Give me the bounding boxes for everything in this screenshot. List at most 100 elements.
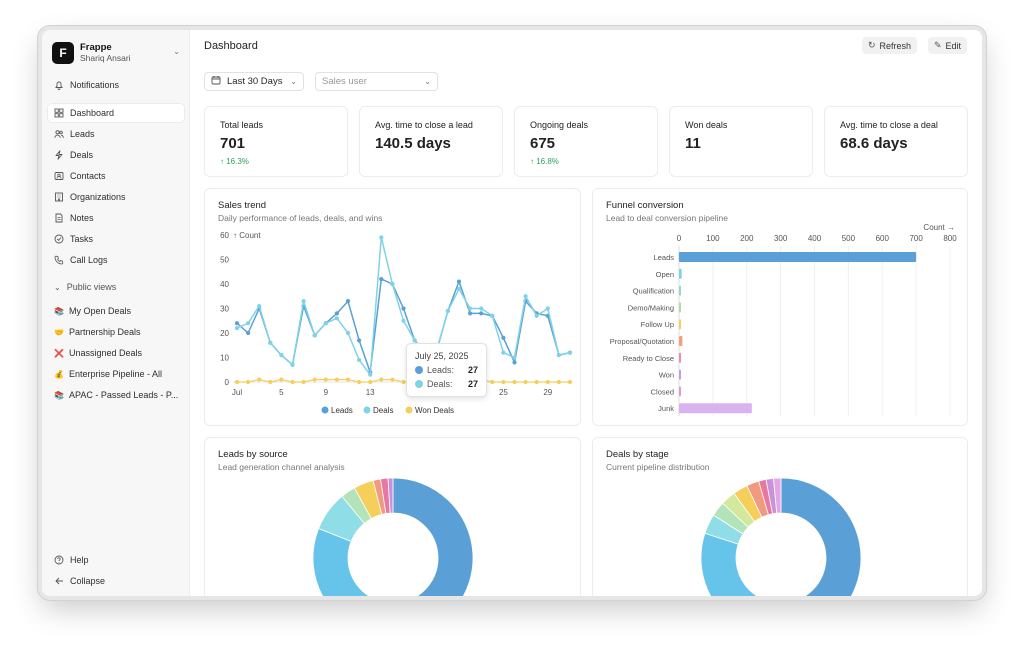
bar-closed [679, 386, 681, 397]
sidebar-item-organizations[interactable]: Organizations [48, 188, 184, 206]
data-point-won-deals [234, 379, 240, 385]
sidebar-view-my-open-deals[interactable]: 📚 My Open Deals [48, 302, 184, 320]
sidebar-item-deals[interactable]: Deals [48, 146, 184, 164]
sidebar-item-tasks[interactable]: Tasks [48, 230, 184, 248]
legend-label: Won Deals [415, 406, 454, 415]
grid-icon [54, 108, 64, 118]
tooltip-deals-value: 27 [467, 379, 478, 389]
books-icon: 📚 [54, 390, 64, 400]
data-point-leads [345, 299, 351, 304]
sidebar-item-call-logs[interactable]: Call Logs [48, 251, 184, 269]
date-range-select[interactable]: Last 30 Days ⌄ [204, 72, 304, 91]
funnel-chart[interactable]: 0 100 200 300 400 500 600 700 800 Count → Leads Ope… [593, 189, 969, 427]
deals-by-stage-card: Deals by stage Current pipeline distribu… [592, 437, 968, 596]
data-point-leads [468, 311, 473, 316]
bar-open [679, 268, 682, 279]
refresh-button[interactable]: ↻ Refresh [862, 37, 918, 54]
sidebar-item-collapse[interactable]: Collapse [48, 572, 184, 590]
bell-icon [54, 80, 64, 90]
category-label: Closed [651, 387, 674, 396]
x-tick-label: 100 [706, 234, 720, 243]
sidebar-view-unassigned-deals[interactable]: ❌ Unassigned Deals [48, 344, 184, 362]
data-point-deals [479, 306, 484, 311]
stat-card-avg-time-lead: Avg. time to close a lead 140.5 days [359, 106, 503, 177]
sidebar-item-label: Tasks [70, 234, 94, 244]
sidebar-item-label: Deals [70, 150, 94, 160]
data-point-won-deals [312, 377, 317, 382]
category-label: Junk [658, 404, 674, 413]
legend-swatch [405, 406, 413, 414]
sidebar-item-dashboard[interactable]: Dashboard [48, 104, 184, 122]
data-point-deals [501, 350, 506, 355]
cross-mark-icon: ❌ [54, 348, 64, 358]
sidebar-item-label: Help [70, 555, 89, 565]
stat-label: Avg. time to close a deal [840, 120, 938, 130]
leads-by-source-chart[interactable] [205, 438, 582, 596]
bar-won [679, 369, 681, 380]
phone-icon [54, 255, 64, 265]
sidebar-item-contacts[interactable]: Contacts [48, 167, 184, 185]
tooltip-leads-value: 27 [467, 365, 478, 375]
chevron-down-icon: ⌄ [290, 77, 297, 86]
stat-value: 68.6 days [840, 135, 908, 152]
category-label: Ready to Close [623, 354, 674, 363]
edit-button[interactable]: ✎ Edit [928, 37, 968, 54]
data-point-won-deals [357, 379, 362, 385]
tooltip-deals-label: Deals: [427, 379, 453, 389]
stat-label: Total leads [220, 120, 264, 130]
sidebar-item-help[interactable]: Help [48, 551, 184, 569]
data-point-leads [234, 321, 240, 326]
data-point-deals [490, 313, 495, 318]
sidebar-item-label: My Open Deals [69, 306, 132, 316]
chevron-down-icon: ⌄ [424, 77, 431, 86]
data-point-won-deals [501, 379, 506, 385]
data-point-deals [290, 362, 295, 367]
sidebar-item-leads[interactable]: Leads [48, 125, 184, 143]
bar-follow-up [679, 319, 681, 330]
sidebar-item-label: Leads [70, 129, 95, 139]
lightning-icon [54, 150, 64, 160]
data-point-leads [401, 306, 406, 311]
data-point-deals [534, 313, 539, 318]
sidebar-view-apac-passed-leads[interactable]: 📚 APAC - Passed Leads - P... [48, 386, 184, 404]
stat-delta: ↑ 16.8% [530, 157, 559, 166]
public-views-toggle[interactable]: ⌄ Public views [54, 279, 184, 295]
data-point-leads [501, 335, 506, 340]
sidebar-view-enterprise-pipeline[interactable]: 💰 Enterprise Pipeline - All [48, 365, 184, 383]
sidebar-item-notifications[interactable]: Notifications [48, 76, 184, 94]
sidebar-view-partnership-deals[interactable]: 🤝 Partnership Deals [48, 323, 184, 341]
x-tick-label: 500 [842, 234, 856, 243]
x-tick-label: 200 [740, 234, 754, 243]
data-point-deals [567, 350, 573, 355]
deals-by-stage-chart[interactable] [593, 438, 969, 596]
card-subtitle: Daily performance of leads, deals, and w… [218, 213, 383, 223]
card-title: Sales trend [218, 200, 267, 211]
card-title: Funnel conversion [606, 200, 684, 211]
data-point-deals [390, 281, 395, 287]
sales-trend-chart[interactable]: 0 10 20 30 40 50 60 ↑ Count Jul 5 9 13 25 29 Leads Deal… [205, 189, 582, 427]
data-point-deals [545, 306, 550, 311]
data-point-won-deals [545, 379, 550, 385]
brand-switcher[interactable]: F Frappe Shariq Ansari ⌄ [52, 40, 182, 66]
sidebar-item-notes[interactable]: Notes [48, 209, 184, 227]
page-title: Dashboard [204, 40, 258, 52]
stat-delta: ↑ 16.3% [220, 157, 249, 166]
data-point-deals [234, 326, 240, 331]
data-point-deals [334, 316, 339, 321]
x-tick-label: Jul [232, 388, 242, 397]
data-point-deals [323, 321, 328, 326]
books-icon: 📚 [54, 306, 64, 316]
sidebar-item-label: Notifications [70, 80, 120, 90]
data-point-won-deals [512, 379, 517, 385]
card-subtitle: Lead to deal conversion pipeline [606, 213, 728, 223]
leads-by-source-card: Leads by source Lead generation channel … [204, 437, 581, 596]
tooltip-leads-dot [415, 366, 423, 374]
sidebar-item-label: Unassigned Deals [69, 348, 143, 358]
data-point-deals [257, 303, 262, 309]
data-point-deals [345, 330, 351, 336]
data-point-deals [301, 299, 306, 304]
sales-user-select[interactable]: Sales user ⌄ [315, 72, 438, 91]
main-content: Dashboard ↻ Refresh ✎ Edit Last 30 Days … [190, 30, 982, 596]
data-point-won-deals [345, 377, 351, 382]
data-point-won-deals [401, 379, 406, 385]
